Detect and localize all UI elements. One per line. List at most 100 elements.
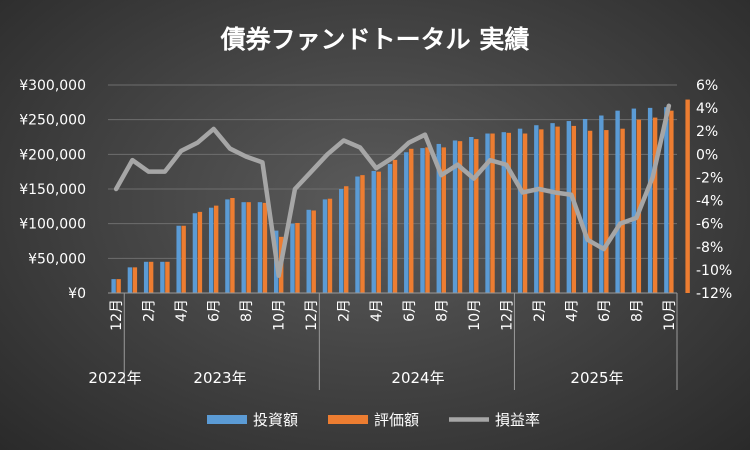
bar-investment (501, 132, 506, 293)
bar-investment (566, 121, 572, 293)
bar-investment (306, 209, 311, 293)
bar-investment (517, 128, 523, 293)
bar-investment (631, 108, 637, 293)
bar-valuation (620, 128, 625, 293)
y-axis-right: -12% -10% -8% -6% -4% -2% 0% 2% 4% 6% (696, 78, 732, 302)
bar-investment (534, 125, 539, 294)
y-right-tick-label: 6% (696, 78, 718, 94)
x-month-label: 10月 (272, 299, 288, 331)
chart-title: 債券ファンドトータル 実績 (220, 25, 530, 54)
x-month-label: 8月 (239, 299, 255, 322)
bar-investment (387, 164, 393, 293)
bar-investment (322, 199, 328, 293)
y-right-tick-label: -10% (696, 263, 732, 279)
bar-valuation (181, 225, 186, 293)
bar-valuation (474, 139, 479, 293)
x-month-label: 10月 (467, 299, 483, 331)
x-month-label: 8月 (629, 299, 645, 322)
bar-valuation (246, 202, 251, 293)
y-right-tick-label: 4% (696, 101, 718, 117)
bar-investment (176, 225, 181, 293)
bar-investment (664, 107, 669, 293)
x-month-label: 4月 (564, 299, 580, 322)
legend: 投資額 評価額 損益率 (207, 411, 540, 429)
y-right-tick-label: -6% (696, 217, 723, 233)
bar-investment (192, 213, 198, 293)
x-year-label: 2024年 (391, 369, 444, 387)
bar-investment (420, 148, 425, 293)
line-series (113, 103, 672, 278)
bar-valuation (539, 129, 544, 293)
bar-investment (599, 115, 604, 293)
y-left-tick-label: ¥0 (68, 286, 86, 302)
bar-valuation (230, 198, 235, 293)
bar-investment (550, 123, 555, 293)
bar-investment (127, 267, 133, 293)
bar-valuation (116, 279, 121, 293)
bar-valuation (457, 141, 463, 293)
bar-investment (452, 140, 458, 293)
x-month-label: 12月 (109, 299, 125, 331)
bar-valuation (376, 171, 381, 293)
bar-investment (404, 152, 409, 293)
bar-investment (647, 107, 653, 293)
bar-valuation (132, 267, 138, 293)
y-right-tick-label: 2% (696, 124, 718, 140)
line-profit-rate (113, 103, 672, 278)
x-month-label: 4月 (174, 299, 190, 322)
bar-investment (257, 202, 263, 293)
bar-investment (160, 261, 165, 293)
bar-investment (143, 261, 149, 293)
legend-label: 損益率 (495, 411, 540, 429)
x-month-label: 12月 (499, 299, 515, 331)
bar-valuation (311, 210, 316, 293)
bar-investment (436, 143, 441, 293)
y-right-tick-label: -4% (696, 194, 723, 210)
legend-label: 投資額 (253, 411, 298, 429)
x-month-label: 2月 (532, 299, 548, 322)
bar-valuation (197, 211, 203, 293)
bar-valuation (392, 159, 398, 293)
legend-swatch (328, 415, 368, 424)
bar-valuation (506, 132, 511, 293)
bar-valuation (490, 133, 495, 293)
y-left-tick-label: ¥300,000 (19, 78, 86, 94)
bar-series (111, 99, 690, 294)
bar-investment (290, 223, 295, 293)
bar-valuation (213, 205, 219, 293)
x-month-label: 2月 (142, 299, 158, 322)
legend-label: 評価額 (374, 411, 419, 429)
bar-investment (582, 118, 588, 293)
y-right-tick-label: -12% (696, 286, 732, 302)
y-left-tick-label: ¥100,000 (19, 217, 86, 233)
x-month-label: 10月 (662, 299, 678, 331)
x-month-label: 4月 (369, 299, 385, 322)
x-year-label: 2025年 (570, 369, 623, 387)
bar-valuation (652, 117, 658, 293)
x-month-label: 6月 (207, 299, 223, 322)
bar-valuation (409, 148, 414, 293)
x-year-label: 2023年 (193, 369, 246, 387)
bar-investment (485, 133, 490, 293)
bar-valuation (148, 261, 154, 293)
y-right-tick-label: -2% (696, 170, 723, 186)
y-left-tick-label: ¥50,000 (28, 251, 86, 267)
bar-valuation (262, 202, 268, 293)
legend-swatch (207, 415, 247, 424)
bar-investment (615, 110, 620, 294)
bar-valuation (587, 130, 593, 293)
bar-valuation (522, 133, 528, 293)
bar-valuation (669, 110, 674, 294)
bar-valuation (344, 186, 349, 293)
bar-valuation (295, 222, 300, 293)
x-axis: 12月 2月 4月 6月 8月 10月 12月 2月 4月 6月 8月 10月 12月 2月 4月 6月 8月 1… (88, 292, 678, 390)
bar-valuation (327, 198, 333, 293)
x-month-label: 2月 (337, 299, 353, 322)
y-axis-left: ¥0 ¥50,000 ¥100,000 ¥150,000 ¥200,000 ¥250,00… (19, 78, 86, 302)
bar-valuation (571, 125, 577, 293)
bar-investment (371, 170, 376, 293)
y-left-tick-label: ¥200,000 (19, 147, 86, 163)
x-month-label: 6月 (402, 299, 418, 322)
